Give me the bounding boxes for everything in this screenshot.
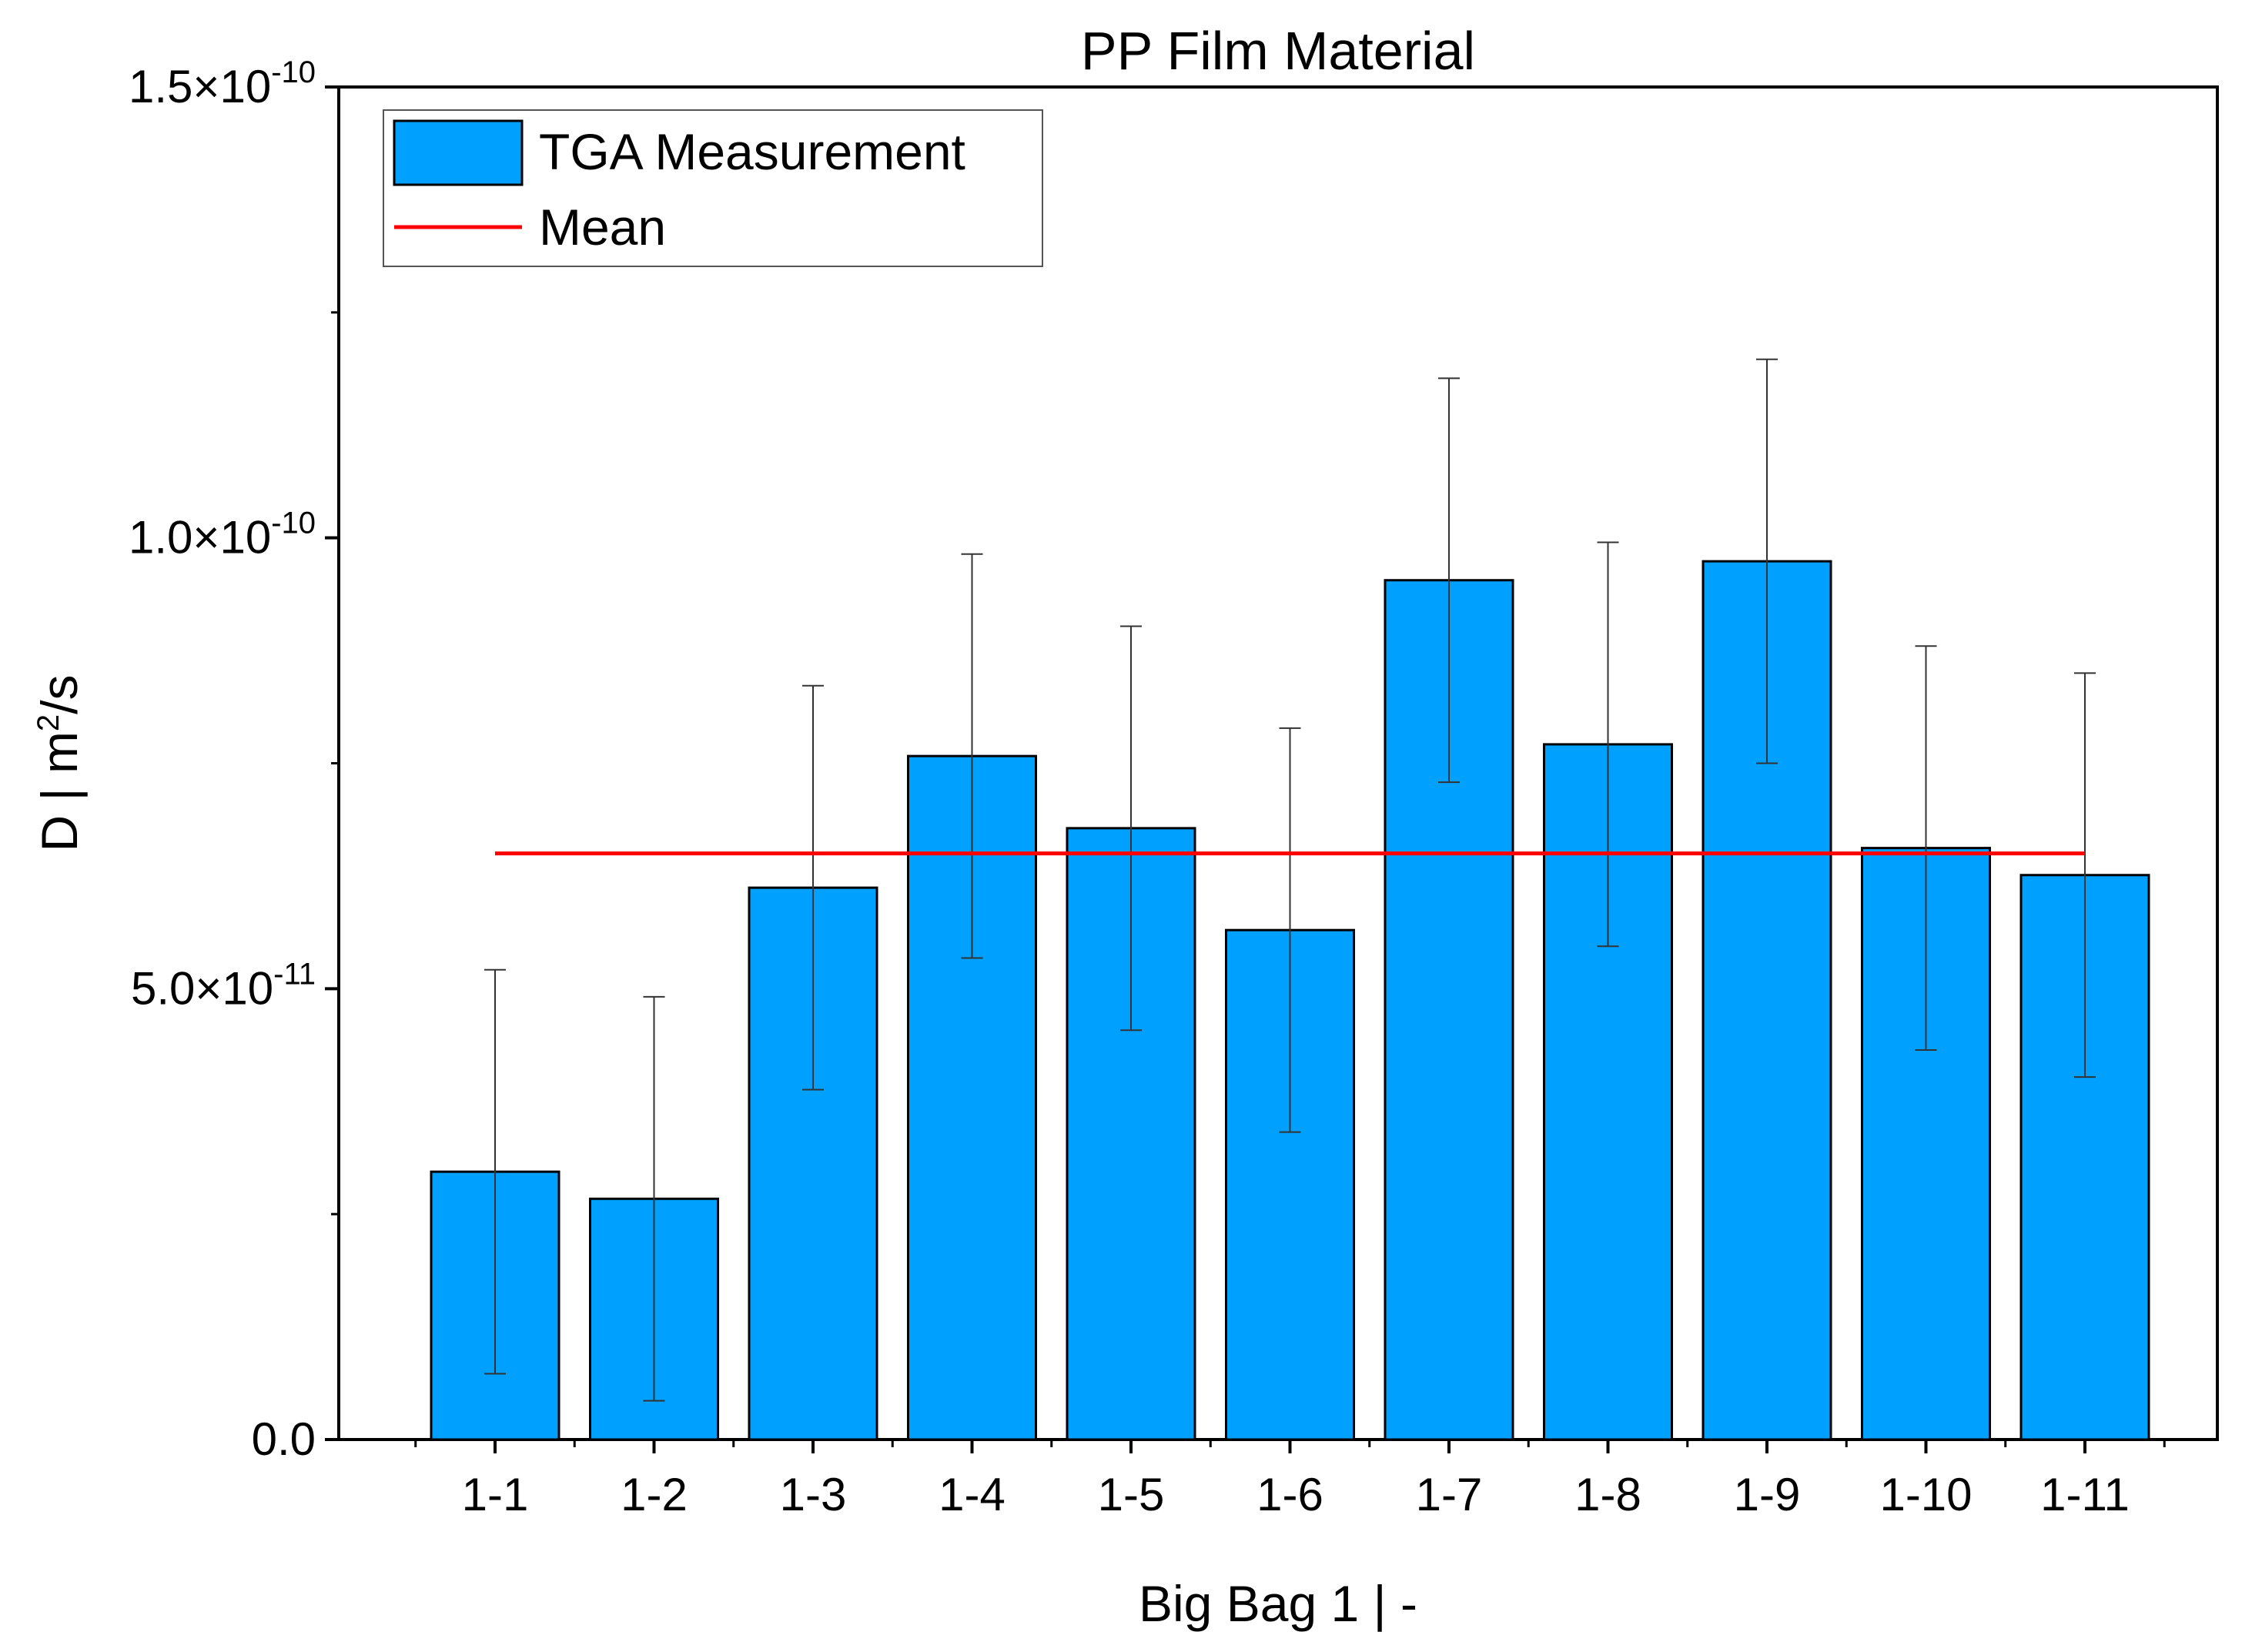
y-tick-label: 1.5×10-10 [129,55,316,112]
x-tick-label-1-4: 1-4 [939,1469,1006,1520]
axes: 0.0 5.0×10-11 1.0×10-10 1.5×10-10 1-1 1-2 1-3 1… [129,55,2166,1520]
x-tick-label-1-7: 1-7 [1416,1469,1483,1520]
x-tick-label-1-5: 1-5 [1098,1469,1165,1520]
error-bar-1-8 [1597,541,1619,948]
error-bars [484,358,2096,1402]
legend: TGA Measurement Mean [383,109,1043,267]
legend-swatch-bar [393,119,524,186]
y-tick-label: 0.0 [252,1413,316,1465]
error-bar-1-11 [2074,672,2096,1078]
error-bar-1-4 [961,553,983,959]
y-tick-label: 5.0×10-11 [131,957,316,1014]
error-bar-1-10 [1915,645,1937,1051]
x-tick-label-1-3: 1-3 [780,1469,847,1520]
x-axis-title: Big Bag 1 | - [1139,1575,1417,1632]
x-tick-label-1-1: 1-1 [462,1469,529,1520]
error-bar-1-9 [1756,358,1778,764]
error-bar-1-1 [484,968,506,1375]
error-bar-1-6 [1279,727,1301,1133]
x-tick-label-1-2: 1-2 [621,1469,688,1520]
error-bar-1-3 [802,684,824,1091]
y-tick-label: 1.0×10-10 [129,507,316,563]
legend-label-bar: TGA Measurement [539,123,965,180]
error-bar-1-2 [643,995,665,1402]
x-tick-label-1-9: 1-9 [1734,1469,1801,1520]
y-axis-title: D | m2/s [31,674,88,851]
x-tick-label-1-6: 1-6 [1256,1469,1323,1520]
x-tick-label-1-8: 1-8 [1574,1469,1641,1520]
x-tick-label-1-11: 1-11 [2040,1469,2130,1520]
legend-label-mean: Mean [539,199,666,256]
chart-title: PP Film Material [1081,21,1475,81]
error-bar-1-7 [1438,377,1460,784]
error-bar-1-5 [1120,625,1142,1032]
x-tick-label-1-10: 1-10 [1879,1469,1972,1520]
